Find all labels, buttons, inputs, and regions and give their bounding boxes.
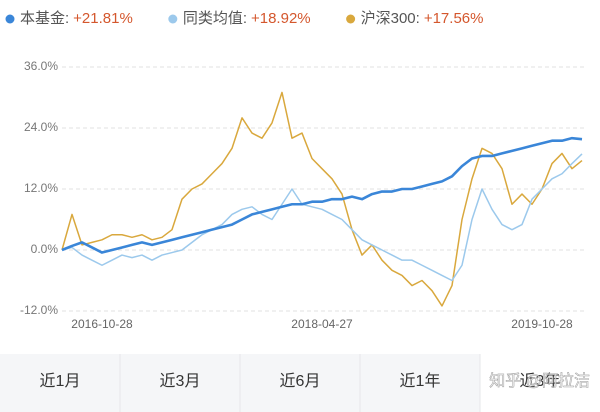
tab[interactable]: 近1年 [400,372,441,390]
legend-dot [5,14,15,24]
legend-value: +18.92% [251,10,311,27]
x-tick-label: 2019-10-28 [511,317,573,331]
x-tick-label: 2016-10-28 [71,317,133,331]
tab[interactable]: 近3年 [520,372,561,390]
series-line [61,153,583,282]
x-tick-label: 2018-04-27 [291,317,353,331]
tab[interactable]: 近6月 [280,372,321,390]
watermark: 知乎 @阿拉洁 [489,372,590,390]
tab[interactable]: 近1月 [40,372,81,390]
legend-label: 沪深300: [361,10,420,27]
legend-dot [346,14,356,24]
y-tick-label: 24.0% [24,120,58,134]
series-line [61,91,583,307]
legend-value: +17.56% [424,10,484,27]
y-tick-label: 0.0% [31,242,59,256]
y-tick-label: 36.0% [24,59,58,73]
series-line [61,136,583,254]
tab[interactable]: 近3月 [160,372,201,390]
tab-selected-bg [480,354,600,412]
y-tick-label: -12.0% [20,303,58,317]
legend-dot [168,14,178,24]
legend-label: 同类均值: [183,10,247,27]
legend-label: 本基金: [20,10,69,27]
legend-value: +21.81% [73,10,133,27]
y-tick-label: 12.0% [24,181,58,195]
